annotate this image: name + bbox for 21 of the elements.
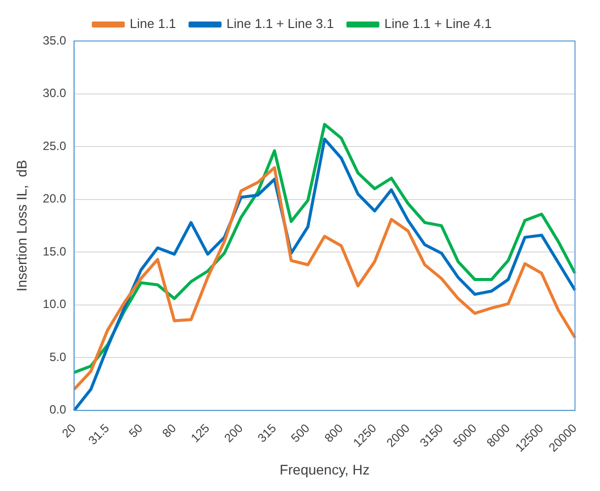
y-tick-label: 25.0 <box>42 138 66 153</box>
x-axis-title: Frequency, Hz <box>280 461 370 478</box>
x-tick-label: 125 <box>188 420 212 446</box>
y-tick-label: 10.0 <box>42 297 66 312</box>
x-tick-label: 80 <box>159 420 180 440</box>
legend-label: Line 1.1 + Line 4.1 <box>384 16 492 32</box>
x-tick-label: 50 <box>126 420 146 440</box>
x-tick-label: 315 <box>254 420 280 446</box>
y-tick-label: 0.0 <box>49 402 66 417</box>
y-tick-label: 20.0 <box>42 192 66 206</box>
y-tick-label: 35.0 <box>42 33 66 48</box>
y-tick-label: 30.0 <box>42 86 66 100</box>
x-tick-label: 800 <box>322 420 346 446</box>
x-tick-label: 200 <box>222 420 246 446</box>
x-tick-label: 500 <box>288 420 313 446</box>
y-tick-label: 5.0 <box>49 350 66 364</box>
y-tick-label: 15.0 <box>42 244 66 258</box>
legend-label: Line 1.1 <box>130 16 176 32</box>
x-tick-label: 20 <box>59 420 79 440</box>
legend-label: Line 1.1 + Line 3.1 <box>226 16 334 32</box>
y-axis-title: Insertion Loss IL, dB <box>13 160 30 292</box>
